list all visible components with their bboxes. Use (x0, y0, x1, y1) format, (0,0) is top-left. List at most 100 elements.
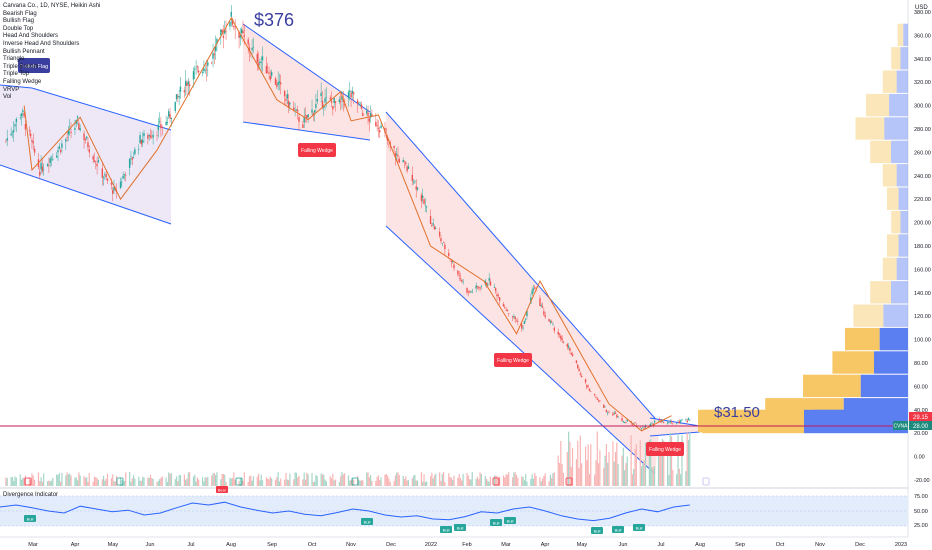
volume-bar (398, 475, 400, 486)
volume-bar (587, 444, 589, 486)
candle-body (332, 106, 334, 110)
legend-item[interactable]: Triangle (3, 56, 25, 63)
signal-flag (702, 477, 710, 486)
candle-body (521, 324, 523, 329)
legend-item[interactable]: VRVP (3, 86, 20, 93)
candle-body (252, 47, 255, 48)
candle-body (46, 164, 49, 167)
volume-profile-bar-up (832, 351, 874, 374)
candle-body (584, 379, 587, 383)
volume-bar (685, 471, 687, 486)
volume-bar (134, 478, 136, 486)
volume-bar (131, 478, 133, 486)
volume-bar (681, 434, 683, 486)
volume-bar (448, 473, 450, 486)
legend-item[interactable]: Triple Bottom (3, 63, 39, 70)
ticker-badge[interactable]: CVNA (893, 421, 908, 430)
legend-item[interactable]: Bearish Flag (3, 10, 37, 17)
volume-bar (376, 476, 378, 486)
volume-bar (32, 475, 34, 486)
price-tick-label: 380.00 (914, 10, 931, 16)
volume-bar (40, 477, 42, 486)
candle-body (113, 186, 115, 191)
volume-bar (41, 481, 43, 486)
legend-item[interactable]: Falling Wedge (3, 78, 42, 85)
volume-bar (487, 480, 489, 486)
volume-profile-bar-down (860, 374, 908, 398)
volume-bar (562, 472, 565, 486)
volume-bar (608, 451, 610, 486)
legend-item[interactable]: Triple Top (3, 71, 30, 78)
price-tick-label: 280.00 (914, 127, 931, 133)
candle-body (359, 102, 361, 104)
price-badge-top-text: 29.15 (913, 415, 929, 421)
volume-bar (566, 452, 568, 486)
bullish-flag-label[interactable]: Bullish Flag (18, 58, 50, 73)
volume-bar (84, 477, 86, 486)
candle-body (524, 319, 527, 321)
candle-body (342, 100, 344, 102)
volume-bar (20, 479, 23, 486)
volume-bar (514, 472, 516, 486)
oscillator-title: Divergence Indicator (3, 492, 58, 498)
legend-item[interactable]: Double Top (3, 25, 34, 32)
candle-body (597, 400, 600, 402)
volume-bar (306, 472, 308, 486)
price-tick-label: 220.00 (914, 197, 931, 203)
falling-wedge-label-3[interactable]: Falling Wedge (646, 442, 684, 456)
volume-bar (626, 456, 628, 486)
legend-item[interactable]: Vol (3, 94, 12, 101)
candle-body (334, 101, 337, 103)
candle-body (557, 331, 559, 335)
volume-bar (13, 480, 15, 486)
volume-bar (670, 436, 673, 486)
legend-item[interactable]: Inverse Head And Shoulders (3, 40, 80, 47)
candle-body (204, 69, 206, 71)
candle-body (626, 419, 628, 422)
signal-flag (351, 477, 359, 486)
volume-profile-bar-up (887, 187, 899, 210)
candle-body (459, 277, 462, 279)
falling-wedge-label-1[interactable]: Falling Wedge (298, 143, 336, 157)
symbol-line[interactable]: Carvana Co., 1D, NYSE, Heikin Ashi (3, 3, 101, 9)
legend-item[interactable]: Bullish Flag (3, 18, 35, 25)
volume-bar (114, 481, 116, 486)
volume-bar (56, 474, 58, 486)
volume-bar (187, 472, 189, 486)
volume-bar (402, 475, 404, 486)
volume-bar (278, 481, 281, 486)
candle-body (302, 124, 304, 128)
candle-body (151, 137, 153, 139)
volume-bar (650, 438, 652, 486)
candle-body (274, 78, 277, 85)
candle-body (214, 46, 217, 51)
volume-bar (178, 475, 180, 486)
last-price-annotation: $31.50 (714, 404, 760, 421)
falling-wedge-label-2[interactable]: Falling Wedge (494, 353, 532, 367)
volume-bar (225, 481, 227, 486)
volume-bar (380, 477, 382, 486)
candle-body (231, 19, 234, 25)
candle-body (343, 103, 346, 105)
legend-item[interactable]: Bullish Pennant (3, 48, 45, 55)
ticker-badge-text: CVNA (894, 424, 909, 430)
volume-bar (121, 479, 123, 486)
candle-body (110, 182, 113, 185)
time-axis-label: Oct (776, 542, 785, 548)
volume-bar (192, 476, 195, 486)
candle-body (513, 316, 515, 317)
volume-bar (617, 463, 619, 486)
legend-item[interactable]: Head And Shoulders (3, 33, 59, 40)
candle-body (49, 158, 51, 163)
candle-body (612, 413, 614, 416)
value-area-down (804, 409, 908, 434)
candle-body (623, 422, 626, 423)
volume-bar (104, 480, 106, 486)
time-axis-label: Nov (815, 542, 825, 548)
volume-bar (106, 473, 109, 486)
volume-bar (274, 479, 277, 486)
volume-profile-bar-down (898, 234, 908, 257)
candle-body (522, 327, 524, 329)
candle-body (493, 287, 496, 288)
